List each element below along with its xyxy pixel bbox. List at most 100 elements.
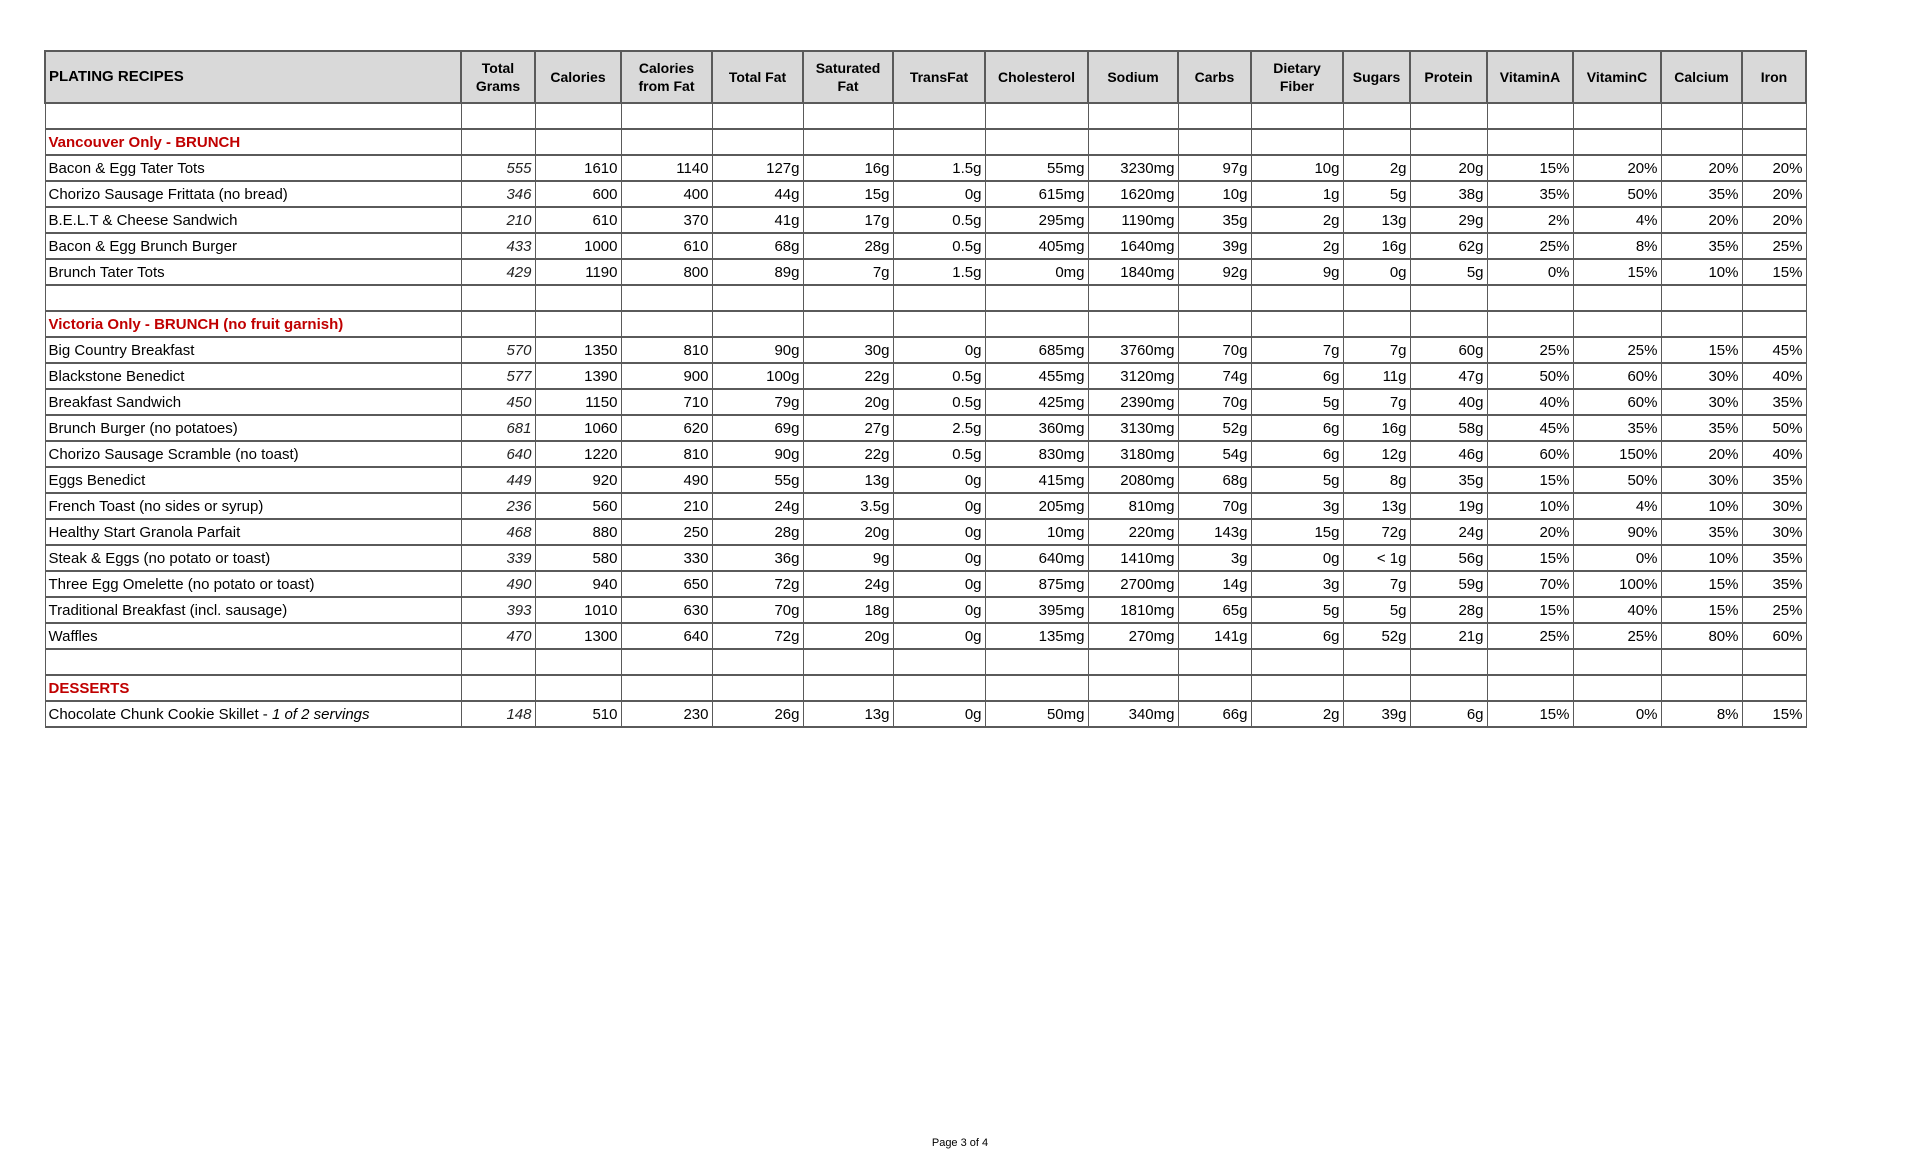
cell-protein: 56g (1409, 544, 1488, 572)
cell-calcium: 20% (1660, 440, 1743, 468)
table-row: Steak & Eggs (no potato or toast) 339 580 3… (44, 544, 1807, 572)
cell-sodium: 2390mg (1087, 388, 1179, 416)
cell-transfat: 0.5g (892, 232, 986, 260)
cell-iron: 45% (1741, 336, 1807, 364)
cell-saturated-fat: 24g (802, 570, 894, 598)
cell-vitamina: 15% (1486, 700, 1574, 728)
cell-total-grams: 490 (460, 570, 536, 598)
cell-carbs: 70g (1177, 336, 1252, 364)
empty-cell (1177, 310, 1252, 338)
cell-cholesterol: 405mg (984, 232, 1089, 260)
cell-total-grams: 339 (460, 544, 536, 572)
empty-cell (44, 648, 462, 676)
cell-total-fat: 72g (711, 622, 804, 650)
recipe-name: B.E.L.T & Cheese Sandwich (44, 206, 462, 234)
cell-saturated-fat: 28g (802, 232, 894, 260)
table-row: Blackstone Benedict 577 1390 900 100g 22g 0.5g… (44, 362, 1807, 390)
cell-vitaminc: 35% (1572, 414, 1662, 442)
cell-total-fat: 41g (711, 206, 804, 234)
cell-protein: 24g (1409, 518, 1488, 546)
cell-calcium: 10% (1660, 492, 1743, 520)
cell-carbs: 10g (1177, 180, 1252, 208)
cell-dietary-fiber: 2g (1250, 206, 1344, 234)
recipe-name-text: Brunch Burger (no potatoes) (48, 419, 238, 437)
cell-total-grams: 393 (460, 596, 536, 624)
empty-cell (711, 128, 804, 156)
cell-calories: 1190 (534, 258, 622, 286)
recipe-name: Brunch Burger (no potatoes) (44, 414, 462, 442)
column-header: Iron (1741, 50, 1807, 104)
empty-cell (892, 310, 986, 338)
empty-cell (892, 128, 986, 156)
empty-cell (802, 284, 894, 312)
empty-cell (620, 102, 713, 130)
cell-calcium: 30% (1660, 388, 1743, 416)
cell-dietary-fiber: 3g (1250, 492, 1344, 520)
empty-cell (460, 284, 536, 312)
recipe-name-text: Bacon & Egg Tater Tots (48, 159, 205, 177)
empty-cell (1486, 102, 1574, 130)
cell-total-grams: 681 (460, 414, 536, 442)
recipe-name: Waffles (44, 622, 462, 650)
cell-calories: 1300 (534, 622, 622, 650)
cell-sodium: 2700mg (1087, 570, 1179, 598)
table-row: Bacon & Egg Tater Tots 555 1610 1140 127g 16g… (44, 154, 1807, 182)
empty-cell (460, 674, 536, 702)
cell-total-fat: 55g (711, 466, 804, 494)
cell-cholesterol: 615mg (984, 180, 1089, 208)
cell-calories-from-fat: 610 (620, 232, 713, 260)
cell-vitaminc: 8% (1572, 232, 1662, 260)
cell-transfat: 0.5g (892, 388, 986, 416)
cell-iron: 60% (1741, 622, 1807, 650)
cell-sugars: 39g (1342, 700, 1411, 728)
cell-dietary-fiber: 6g (1250, 414, 1344, 442)
cell-protein: 6g (1409, 700, 1488, 728)
serving-note: 1 of 2 servings (271, 705, 370, 723)
empty-cell (44, 102, 462, 130)
recipe-name-text: Bacon & Egg Brunch Burger (48, 237, 237, 255)
empty-cell (1572, 310, 1662, 338)
cell-calories-from-fat: 810 (620, 336, 713, 364)
cell-total-grams: 433 (460, 232, 536, 260)
cell-cholesterol: 830mg (984, 440, 1089, 468)
cell-cholesterol: 10mg (984, 518, 1089, 546)
cell-calories-from-fat: 620 (620, 414, 713, 442)
recipe-name: Healthy Start Granola Parfait (44, 518, 462, 546)
cell-sugars: 8g (1342, 466, 1411, 494)
cell-carbs: 65g (1177, 596, 1252, 624)
cell-carbs: 14g (1177, 570, 1252, 598)
column-header: Total Fat (711, 50, 804, 104)
cell-saturated-fat: 20g (802, 518, 894, 546)
cell-total-grams: 210 (460, 206, 536, 234)
cell-saturated-fat: 7g (802, 258, 894, 286)
cell-calories: 920 (534, 466, 622, 494)
cell-vitaminc: 60% (1572, 388, 1662, 416)
cell-carbs: 39g (1177, 232, 1252, 260)
cell-vitaminc: 25% (1572, 336, 1662, 364)
cell-total-grams: 640 (460, 440, 536, 468)
column-header: Calories from Fat (620, 50, 713, 104)
cell-iron: 35% (1741, 466, 1807, 494)
cell-transfat: 0g (892, 492, 986, 520)
cell-vitamina: 25% (1486, 622, 1574, 650)
cell-calcium: 10% (1660, 544, 1743, 572)
cell-carbs: 52g (1177, 414, 1252, 442)
table-row: Brunch Burger (no potatoes) 681 1060 620 69g… (44, 414, 1807, 442)
table-row: Three Egg Omelette (no potato or toast) 4… (44, 570, 1807, 598)
cell-calories-from-fat: 370 (620, 206, 713, 234)
cell-vitamina: 35% (1486, 180, 1574, 208)
empty-cell (460, 128, 536, 156)
empty-cell (1660, 648, 1743, 676)
cell-calcium: 15% (1660, 336, 1743, 364)
empty-cell (1486, 648, 1574, 676)
cell-calcium: 35% (1660, 180, 1743, 208)
cell-sugars: 5g (1342, 180, 1411, 208)
cell-sodium: 1640mg (1087, 232, 1179, 260)
recipe-name: Brunch Tater Tots (44, 258, 462, 286)
cell-calories: 880 (534, 518, 622, 546)
cell-total-grams: 577 (460, 362, 536, 390)
cell-total-grams: 429 (460, 258, 536, 286)
recipe-name-text: Chocolate Chunk Cookie Skillet - (48, 705, 272, 723)
recipe-name: Three Egg Omelette (no potato or toast) (44, 570, 462, 598)
cell-protein: 19g (1409, 492, 1488, 520)
